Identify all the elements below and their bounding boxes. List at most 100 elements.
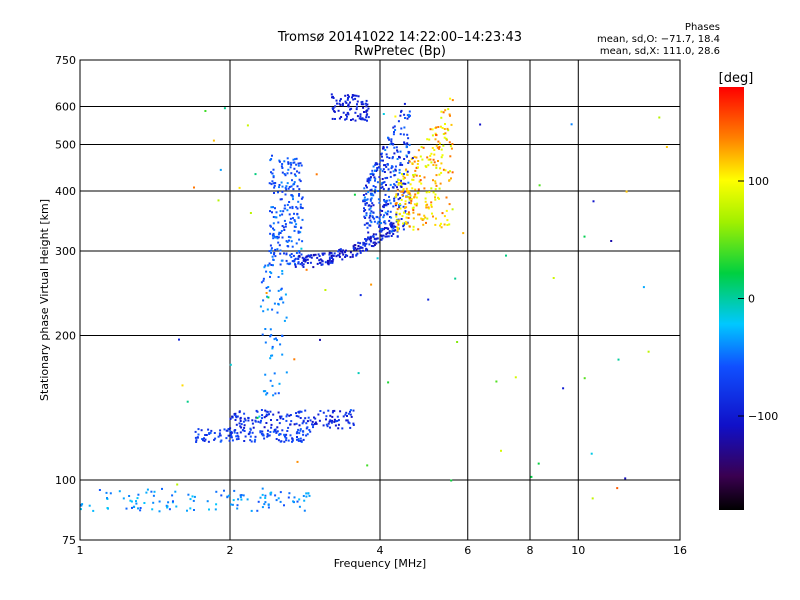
- scatter-point: [355, 254, 358, 257]
- scatter-point: [369, 198, 372, 201]
- scatter-point: [290, 163, 293, 166]
- scatter-point: [330, 421, 333, 424]
- scatter-point: [306, 426, 309, 429]
- scatter-point: [337, 423, 340, 426]
- scatter-point: [406, 142, 409, 145]
- scatter-point: [240, 498, 243, 501]
- scatter-point: [296, 170, 298, 173]
- scatter-point: [299, 203, 302, 206]
- scatter-point: [398, 155, 400, 158]
- scatter-point: [382, 113, 385, 115]
- scatter-point: [397, 223, 400, 226]
- scatter-point: [268, 182, 271, 185]
- scatter-point: [404, 210, 407, 213]
- scatter-point: [403, 126, 406, 129]
- scatter-point: [276, 426, 279, 429]
- scatter-point: [240, 494, 243, 496]
- scatter-point: [238, 422, 241, 425]
- scatter-point: [280, 165, 283, 168]
- scatter-point: [326, 262, 329, 265]
- scatter-point: [433, 149, 436, 151]
- scatter-point: [371, 192, 374, 195]
- scatter-point: [278, 184, 281, 186]
- scatter-point: [425, 221, 427, 224]
- scatter-point: [166, 505, 169, 508]
- scatter-point: [332, 258, 335, 261]
- scatter-point: [130, 500, 133, 503]
- scatter-point: [348, 422, 351, 425]
- scatter-point: [273, 302, 276, 305]
- scatter-point: [283, 219, 286, 222]
- scatter-point: [399, 207, 402, 210]
- scatter-point: [318, 419, 321, 422]
- scatter-point: [229, 417, 232, 420]
- scatter-point: [269, 271, 272, 273]
- scatter-point: [321, 263, 324, 266]
- scatter-point: [398, 168, 401, 171]
- scatter-point: [272, 206, 274, 209]
- scatter-point: [397, 222, 400, 225]
- scatter-point: [306, 262, 309, 264]
- scatter-point: [370, 188, 373, 191]
- scatter-point: [274, 182, 277, 184]
- scatter-point: [395, 193, 398, 196]
- scatter-point: [363, 198, 366, 201]
- scatter-point: [365, 114, 368, 117]
- scatter-point: [642, 286, 645, 289]
- scatter-point: [387, 136, 389, 139]
- scatter-point: [414, 173, 417, 176]
- scatter-point: [412, 211, 415, 214]
- scatter-point: [306, 433, 309, 436]
- scatter-point: [271, 234, 274, 237]
- scatter-point: [396, 193, 399, 196]
- scatter-point: [243, 424, 246, 427]
- scatter-point: [397, 198, 400, 201]
- scatter-point: [262, 310, 265, 313]
- scatter-point: [361, 246, 364, 249]
- scatter-point: [441, 212, 444, 215]
- scatter-point: [344, 256, 347, 258]
- scatter-point: [253, 440, 256, 443]
- scatter-point: [384, 201, 387, 204]
- scatter-point: [298, 238, 301, 241]
- scatter-point: [299, 162, 302, 165]
- scatter-point: [449, 155, 452, 158]
- scatter-point: [135, 502, 138, 505]
- scatter-point: [369, 235, 372, 238]
- scatter-point: [450, 123, 453, 126]
- scatter-point: [409, 194, 412, 197]
- scatter-point: [275, 499, 278, 502]
- scatter-point: [394, 129, 397, 131]
- scatter-point: [349, 256, 352, 259]
- scatter-point: [269, 335, 272, 338]
- scatter-point: [430, 187, 433, 190]
- scatter-point: [282, 210, 285, 213]
- scatter-point: [278, 244, 281, 247]
- scatter-point: [428, 191, 431, 194]
- scatter-point: [300, 253, 303, 256]
- scatter-point: [479, 123, 482, 126]
- scatter-point: [400, 109, 403, 112]
- scatter-point: [417, 188, 420, 191]
- scatter-point: [358, 117, 361, 120]
- scatter-point: [240, 423, 243, 426]
- scatter-point: [385, 204, 388, 206]
- scatter-point: [349, 251, 352, 254]
- scatter-point: [426, 217, 429, 220]
- scatter-point: [360, 118, 363, 121]
- scatter-point: [328, 256, 331, 259]
- scatter-point: [291, 438, 294, 440]
- scatter-point: [279, 343, 282, 346]
- scatter-point: [391, 156, 394, 159]
- scatter-point: [305, 255, 308, 258]
- scatter-point: [235, 435, 238, 438]
- scatter-point: [345, 411, 348, 414]
- scatter-point: [450, 147, 453, 150]
- scatter-point: [407, 113, 410, 116]
- scatter-point: [273, 429, 276, 431]
- scatter-point: [259, 421, 262, 424]
- scatter-point: [380, 234, 383, 237]
- scatter-point: [365, 214, 368, 217]
- scatter-point: [388, 219, 391, 222]
- scatter-point: [325, 423, 328, 426]
